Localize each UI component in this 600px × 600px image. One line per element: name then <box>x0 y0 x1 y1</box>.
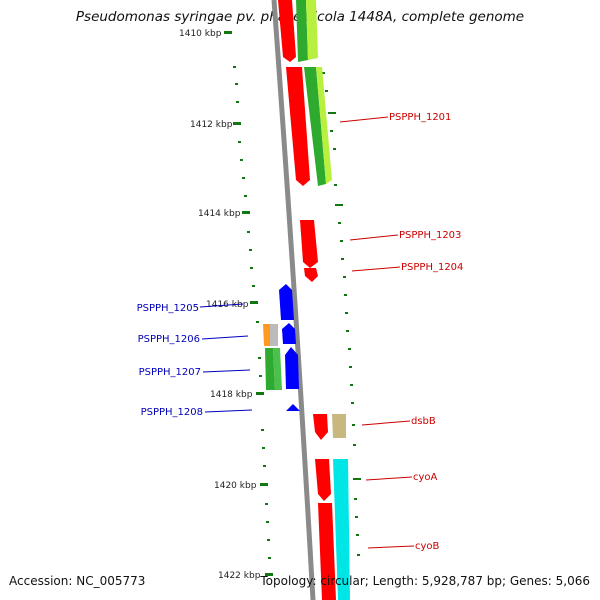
leader-pspph-1203 <box>349 234 399 241</box>
tick-label-1420: 1420 kbp <box>214 481 257 491</box>
cog-tan-dsbb <box>332 414 346 438</box>
gene-pspph-1201-arrow <box>286 67 310 186</box>
tick-label-1418: 1418 kbp <box>210 390 253 400</box>
gene-pspph-1208-arrow <box>286 404 300 411</box>
topology-text: Topology: circular; Length: 5,928,787 bp… <box>260 574 590 588</box>
gene-pspph-1206-arrow <box>282 323 296 344</box>
genome-backbone <box>271 0 316 600</box>
cog-lime-1200 <box>306 0 318 60</box>
gene-label-pspph-1206: PSPPH_1206 <box>138 334 200 345</box>
tick-label-1414: 1414 kbp <box>198 209 241 219</box>
forward-cds-track <box>278 0 336 600</box>
cog-reverse-track <box>263 324 282 390</box>
tick-marks <box>224 31 273 576</box>
accession-text: Accession: NC_005773 <box>9 574 146 588</box>
gene-pspph-1205-arrow <box>279 284 294 320</box>
gene-dsbb-arrow <box>313 414 328 440</box>
gene-label-pspph-1208: PSPPH_1208 <box>141 407 203 418</box>
leader-pspph-1204 <box>351 266 401 272</box>
cog-green-1201 <box>304 67 326 186</box>
tick-dots-right <box>322 72 361 556</box>
leader-dsbb <box>361 420 411 426</box>
cog-grey-1206 <box>270 324 278 346</box>
tick-label-1422: 1422 kbp <box>218 571 261 581</box>
leader-cyoa <box>365 476 413 481</box>
gene-pspph-1207-arrow <box>285 347 299 389</box>
leader-pspph-1206 <box>201 335 249 340</box>
leader-cyob <box>367 545 415 549</box>
gene-label-cyoa: cyoA <box>413 472 438 483</box>
gene-label-pspph-1205: PSPPH_1205 <box>137 303 199 314</box>
cog-orange-1206 <box>263 324 270 346</box>
cog-forward-track <box>296 0 350 600</box>
leader-pspph-1207 <box>202 369 251 373</box>
gene-label-dsbb: dsbB <box>411 416 436 427</box>
cog-green-1207 <box>265 348 275 390</box>
leader-pspph-1201 <box>339 116 389 123</box>
gene-pspph-1203-arrow <box>300 220 318 268</box>
gene-label-pspph-1201: PSPPH_1201 <box>389 112 451 123</box>
gene-label-pspph-1203: PSPPH_1203 <box>399 230 461 241</box>
reverse-cds-track <box>279 284 300 411</box>
cog-green2-1207 <box>273 348 282 390</box>
tick-dots-left <box>233 66 271 559</box>
tick-label-1412: 1412 kbp <box>190 120 233 130</box>
leader-pspph-1208 <box>204 409 253 413</box>
cog-cyan-cyoa <box>333 459 350 600</box>
gene-cyob-arrow <box>318 503 336 600</box>
gene-label-cyob: cyoB <box>415 541 440 552</box>
gene-psppph-1200-arrow <box>278 0 296 62</box>
leader-pspph-1205 <box>199 303 244 308</box>
tick-label-1410: 1410 kbp <box>179 29 222 39</box>
cog-lime-1201 <box>316 67 332 184</box>
gene-pspph-1204-arrow <box>304 268 318 282</box>
gene-label-pspph-1204: PSPPH_1204 <box>401 262 463 273</box>
gene-label-pspph-1207: PSPPH_1207 <box>139 367 201 378</box>
cog-green-1200 <box>296 0 308 62</box>
gene-cyoa-arrow <box>315 459 331 501</box>
